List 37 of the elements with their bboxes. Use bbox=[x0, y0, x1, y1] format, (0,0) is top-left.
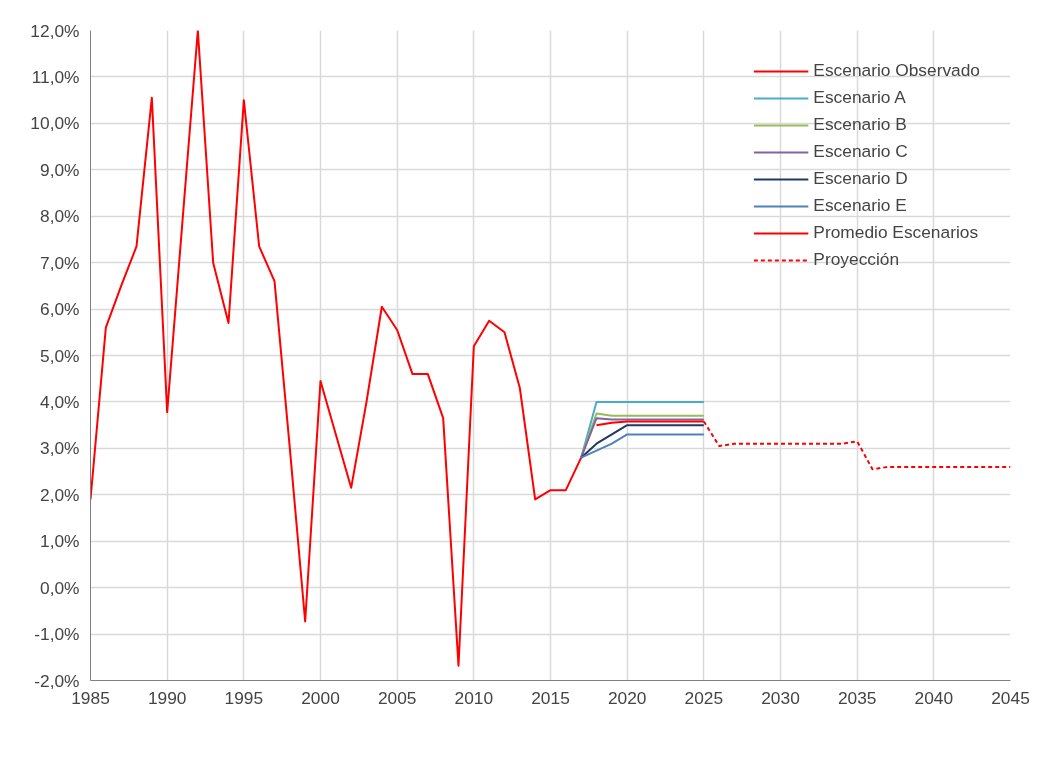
y-tick-label: 8,0% bbox=[40, 206, 80, 227]
y-tick-label: -1,0% bbox=[34, 624, 80, 645]
y-tick-label: 0,0% bbox=[40, 577, 80, 598]
y-tick-label: 2,0% bbox=[40, 484, 80, 505]
line-series bbox=[580, 433, 705, 459]
x-tick-label: 2025 bbox=[684, 687, 724, 708]
legend-label: Promedio Escenarios bbox=[813, 222, 979, 243]
x-tick-label: 2040 bbox=[914, 687, 954, 708]
legend-label: Escenario B bbox=[813, 114, 907, 135]
y-tick-label: 9,0% bbox=[40, 159, 80, 180]
line-series bbox=[580, 424, 705, 459]
x-tick-label: 2010 bbox=[454, 687, 494, 708]
x-tick-label: 2000 bbox=[301, 687, 340, 708]
x-tick-label: 2035 bbox=[837, 687, 877, 708]
y-tick-label: 12,0% bbox=[30, 20, 80, 41]
x-tick-label: 1995 bbox=[224, 687, 264, 708]
x-tick-label: 2020 bbox=[607, 687, 647, 708]
y-tick-label: 4,0% bbox=[40, 391, 80, 412]
legend-label: Escenario A bbox=[813, 87, 906, 108]
y-tick-label: 5,0% bbox=[40, 345, 80, 366]
legend-label: Escenario E bbox=[813, 195, 907, 216]
x-tick-label: 2005 bbox=[377, 687, 417, 708]
legend-label: Escenario Observado bbox=[813, 60, 980, 81]
y-tick-label: 3,0% bbox=[40, 438, 80, 459]
y-tick-label: 7,0% bbox=[40, 252, 80, 273]
y-tick-label: 1,0% bbox=[40, 531, 80, 552]
line-series bbox=[90, 30, 583, 667]
legend-label: Proyección bbox=[813, 249, 900, 270]
y-tick-label: 6,0% bbox=[40, 299, 80, 320]
x-tick-label: 2030 bbox=[761, 687, 800, 708]
y-tick-label: 10,0% bbox=[30, 113, 80, 134]
y-tick-label: 11,0% bbox=[31, 66, 80, 87]
legend-label: Escenario C bbox=[813, 141, 908, 162]
x-tick-label: 2015 bbox=[531, 687, 570, 708]
x-tick-label: 1990 bbox=[147, 687, 187, 708]
legend-label: Escenario D bbox=[813, 168, 908, 189]
x-tick-label: 2045 bbox=[991, 687, 1030, 708]
